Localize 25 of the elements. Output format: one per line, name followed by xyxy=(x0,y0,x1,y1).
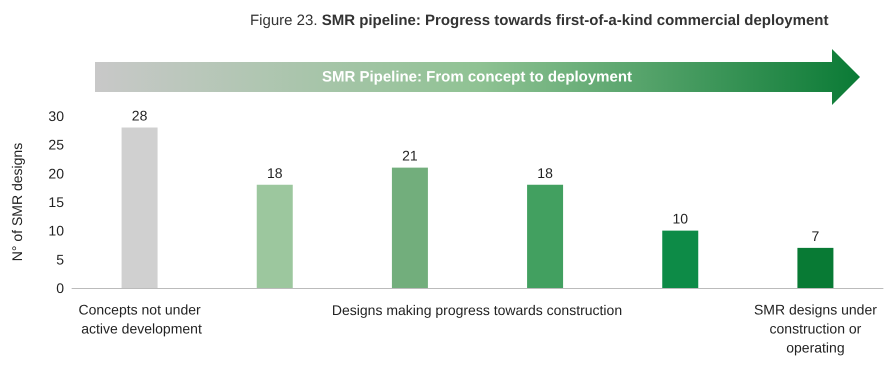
bar xyxy=(122,127,158,288)
chart-title: Figure 23. SMR pipeline: Progress towards first-of-a-kind commercial deployment xyxy=(250,12,828,29)
bar xyxy=(527,184,564,288)
text: SMR Pipeline: From concept to deployment xyxy=(322,68,632,86)
data-label: 18 xyxy=(266,164,283,181)
data-label: 28 xyxy=(132,107,148,124)
y-axis-title: N° of SMR designs xyxy=(9,142,25,262)
data-label: 21 xyxy=(402,148,418,164)
bar xyxy=(662,230,698,288)
y-tick-label: 5 xyxy=(56,251,64,268)
bar xyxy=(392,168,428,288)
y-tick-label: 30 xyxy=(48,108,64,124)
bar xyxy=(797,248,834,288)
text: Designs making progress towards construction xyxy=(332,302,622,318)
bar xyxy=(256,184,293,288)
data-label: 10 xyxy=(672,210,688,227)
x-tick-label: SMR designs under construction or operating xyxy=(754,302,878,356)
y-tick-label: 15 xyxy=(48,194,64,210)
y-tick-label: 10 xyxy=(48,222,64,239)
x-tick-label: Concepts not under active development xyxy=(77,302,202,336)
data-label: 18 xyxy=(537,164,554,181)
data-label: 7 xyxy=(812,228,820,244)
y-tick-label: 20 xyxy=(48,165,64,182)
y-tick-label: 0 xyxy=(56,280,64,296)
y-tick-label: 25 xyxy=(48,136,64,153)
